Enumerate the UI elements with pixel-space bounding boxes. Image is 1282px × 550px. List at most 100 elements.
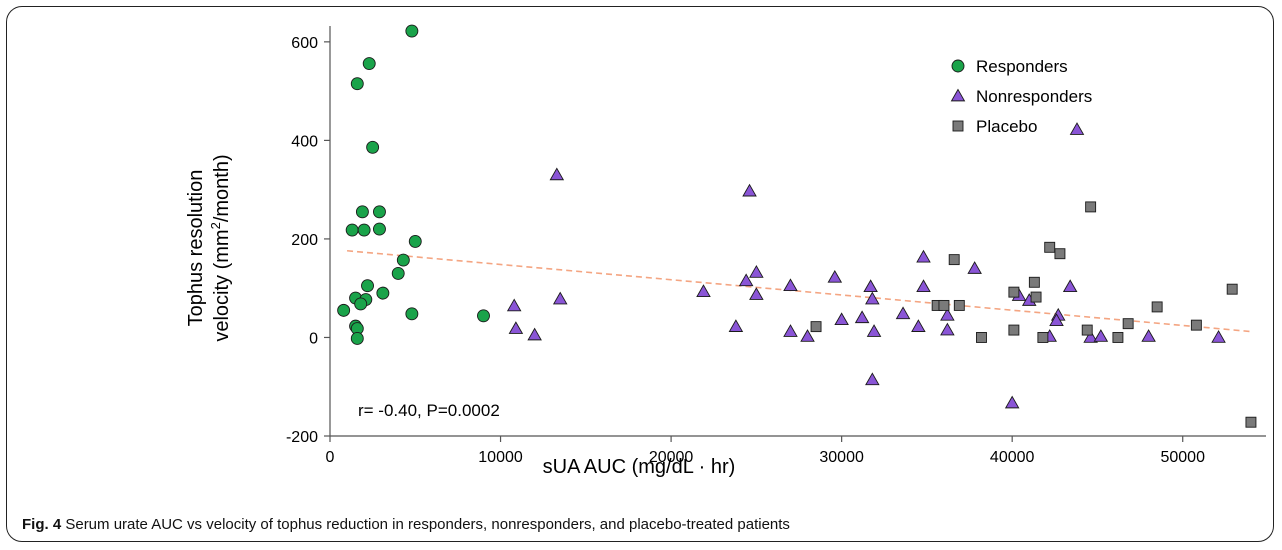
figure-caption: Fig. 4 Serum urate AUC vs velocity of to… xyxy=(22,516,790,533)
y-tick-label: -200 xyxy=(286,429,318,446)
responders-point xyxy=(477,309,490,323)
responders-point xyxy=(373,222,386,236)
nonresponders-point xyxy=(738,273,754,287)
nonresponders-point xyxy=(742,183,757,197)
x-tick-label: 10000 xyxy=(478,449,523,466)
caption-label: Fig. 4 xyxy=(22,516,62,533)
legend-label-responders: Responders xyxy=(976,57,1068,76)
responders-point xyxy=(366,140,380,154)
nonresponders-point xyxy=(865,372,880,386)
placebo-point xyxy=(1085,201,1097,213)
responders-point xyxy=(376,286,390,300)
responders-point xyxy=(391,266,405,280)
legend-label-nonresponders: Nonresponders xyxy=(976,87,1092,106)
y-axis-label-line2: velocity (mm2/month) xyxy=(208,154,233,341)
placebo-point xyxy=(1044,241,1056,253)
placebo-point xyxy=(948,254,960,266)
nonresponders-point xyxy=(1211,330,1226,343)
nonresponders-point xyxy=(863,279,878,293)
nonresponders-point xyxy=(527,327,542,341)
nonresponders-point xyxy=(696,284,711,297)
responders-point xyxy=(350,331,364,345)
placebo-point xyxy=(1028,276,1040,288)
nonresponders-point xyxy=(1093,329,1109,342)
y-tick-label: 0 xyxy=(309,330,318,347)
placebo-point xyxy=(953,299,965,311)
responders-point xyxy=(361,279,374,293)
y-tick-label: 200 xyxy=(291,232,318,249)
nonresponders-point xyxy=(783,324,798,337)
nonresponders-point xyxy=(783,278,798,292)
nonresponders-point xyxy=(549,167,565,181)
x-tick-label: 40000 xyxy=(990,449,1035,466)
figure-frame xyxy=(6,6,1274,542)
nonresponders-point xyxy=(916,279,931,293)
axes-layer xyxy=(329,26,1266,437)
responders-point xyxy=(405,24,419,38)
series-responders xyxy=(337,24,490,345)
responders-point xyxy=(396,253,410,267)
placebo-point xyxy=(1190,319,1202,331)
caption-text: Serum urate AUC vs velocity of tophus re… xyxy=(65,516,790,533)
responders-point xyxy=(408,234,422,248)
nonresponders-point xyxy=(1004,395,1020,409)
nonresponders-point xyxy=(1141,329,1156,342)
placebo-point xyxy=(810,321,822,333)
nonresponders-point xyxy=(854,310,870,324)
legend-marker-placebo xyxy=(952,120,964,132)
trendline-layer xyxy=(346,249,1252,333)
scatter-chart: -200 0 200 400 600 0 10000 20000 30000 40000 50000… xyxy=(185,24,1266,478)
x-tick-label: 0 xyxy=(326,449,335,466)
nonresponders-point xyxy=(508,321,524,334)
nonresponders-point xyxy=(749,287,764,300)
correlation-annotation: r= -0.40, P=0.0002 xyxy=(358,401,500,420)
placebo-point xyxy=(1008,324,1020,336)
nonresponders-point xyxy=(834,312,849,326)
nonresponders-point xyxy=(940,322,955,336)
legend: Responders Nonresponders Placebo xyxy=(950,57,1092,136)
responders-point xyxy=(354,297,368,311)
trendline xyxy=(346,249,1252,333)
legend-label-placebo: Placebo xyxy=(976,117,1037,136)
nonresponders-point xyxy=(1049,313,1064,327)
placebo-point xyxy=(1054,248,1066,260)
nonresponders-point xyxy=(1083,330,1098,343)
series-nonresponders xyxy=(506,122,1226,409)
nonresponders-point xyxy=(749,265,764,278)
placebo-point xyxy=(1122,318,1134,330)
y-axis-label: Tophus resolution velocity (mm2/month) xyxy=(185,154,233,341)
nonresponders-point xyxy=(911,319,926,332)
legend-marker-nonresponders xyxy=(950,88,966,102)
placebo-point xyxy=(1151,301,1163,313)
responders-point xyxy=(357,223,371,237)
x-axis-label: sUA AUC (mg/dL · hr) xyxy=(543,456,736,478)
nonresponders-point xyxy=(827,269,843,283)
responders-point xyxy=(350,77,364,91)
placebo-point xyxy=(1226,283,1238,295)
responders-point xyxy=(373,205,386,219)
y-tick-label: 600 xyxy=(291,35,318,52)
x-tick-label: 20000 xyxy=(649,449,694,466)
placebo-point xyxy=(1081,324,1093,336)
placebo-point xyxy=(1008,286,1020,298)
placebo-point xyxy=(1030,291,1042,303)
nonresponders-point xyxy=(1069,122,1085,135)
responders-point xyxy=(362,57,376,70)
responders-point xyxy=(405,307,419,321)
nonresponders-point xyxy=(552,291,568,305)
placebo-point xyxy=(1245,416,1257,428)
nonresponders-point xyxy=(1062,279,1078,293)
nonresponders-point xyxy=(728,319,744,332)
ticks-layer: -200 0 200 400 600 0 10000 20000 30000 40000 50000 xyxy=(286,35,1205,466)
nonresponders-point xyxy=(967,261,982,274)
y-tick-label: 400 xyxy=(291,133,318,150)
points-layer xyxy=(337,24,1257,428)
nonresponders-point xyxy=(800,329,815,342)
placebo-point xyxy=(1112,332,1124,343)
placebo-point xyxy=(938,299,950,311)
x-tick-label: 30000 xyxy=(819,449,864,466)
nonresponders-point xyxy=(865,291,880,305)
placebo-point xyxy=(976,332,987,343)
y-axis-label-line1: Tophus resolution xyxy=(185,170,207,327)
responders-point xyxy=(355,205,369,219)
